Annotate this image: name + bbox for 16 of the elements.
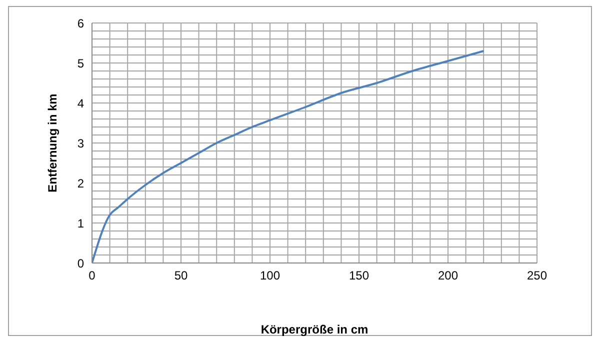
y-tick-label: 6 xyxy=(77,16,84,30)
x-tick-label: 150 xyxy=(348,268,370,283)
x-tick-label: 100 xyxy=(260,268,280,283)
y-tick-label: 2 xyxy=(77,176,84,190)
y-tick-label: 5 xyxy=(77,56,84,70)
y-tick-label: 4 xyxy=(77,96,84,110)
y-axis-title: Entfernung in km xyxy=(45,94,60,192)
y-tick-label: 0 xyxy=(77,256,84,270)
x-tick-label: 250 xyxy=(526,268,548,283)
x-tick-label: 200 xyxy=(438,268,458,283)
y-tick-label: 1 xyxy=(77,216,84,230)
x-tick-label: 50 xyxy=(174,268,188,283)
line-series xyxy=(92,50,485,263)
x-tick-label: 0 xyxy=(88,268,96,283)
y-tick-label: 3 xyxy=(77,136,84,150)
x-axis-title: Körpergröße in cm xyxy=(260,322,368,337)
